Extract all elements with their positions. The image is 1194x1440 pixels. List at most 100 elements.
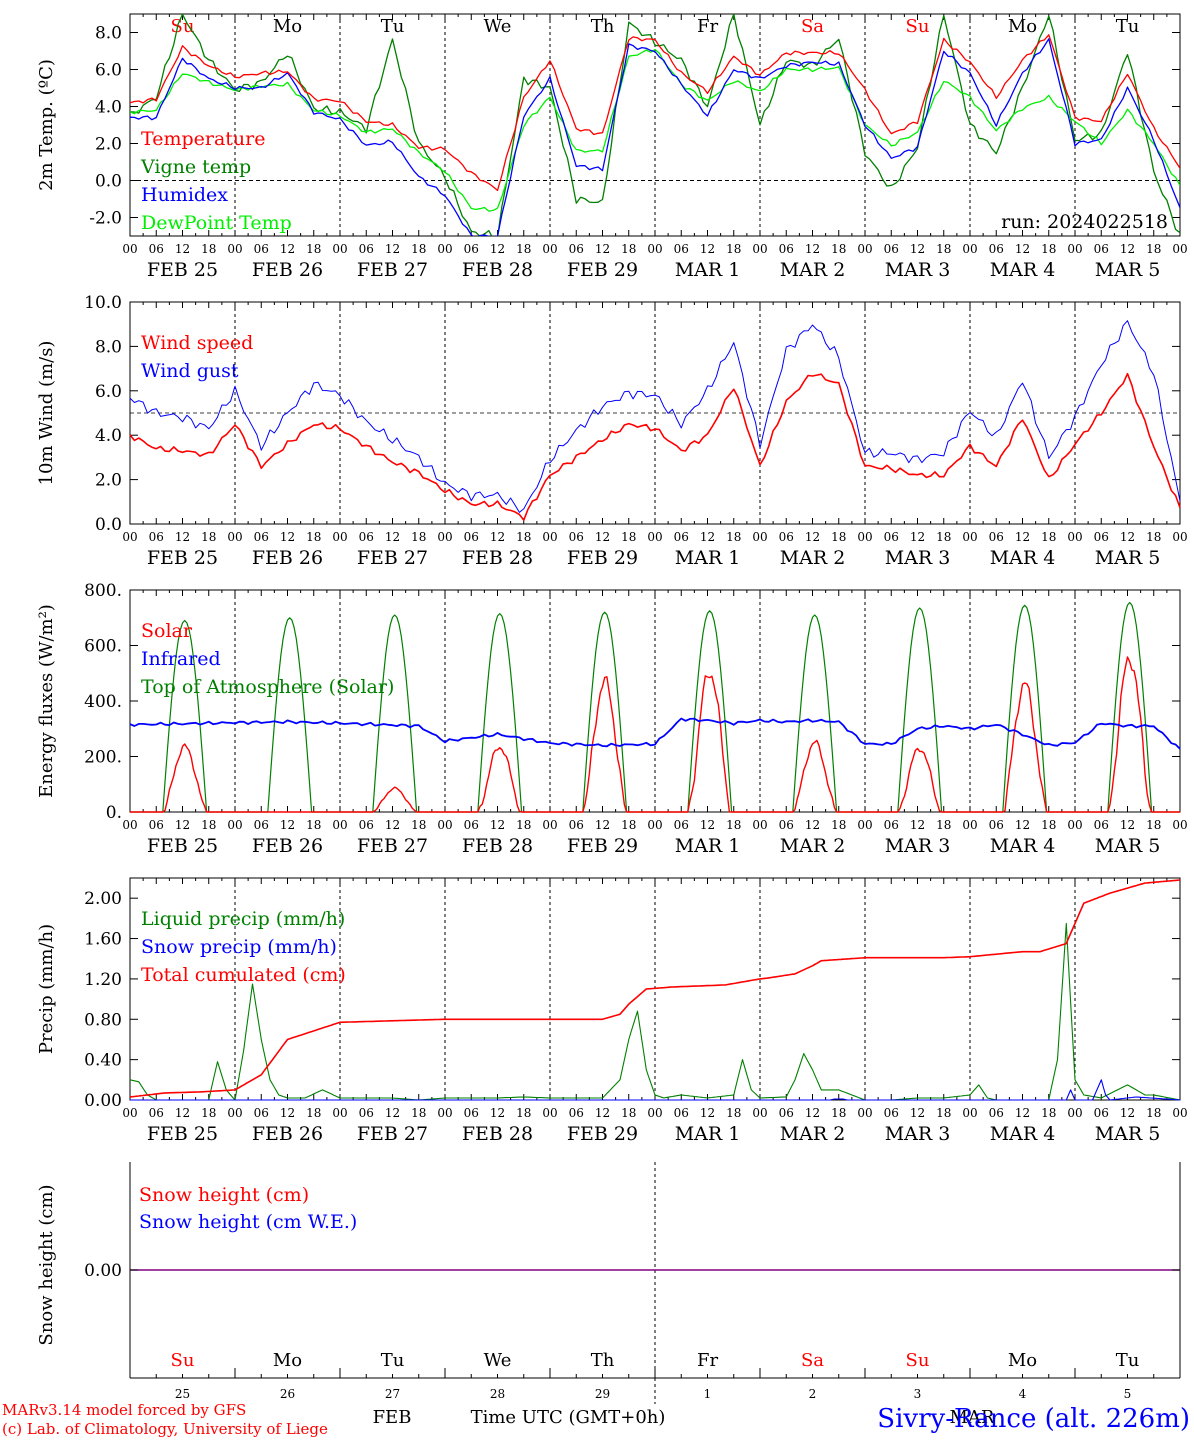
x-hour-label: 12 [280,818,295,832]
x-hour-label: 00 [542,242,557,256]
x-hour-label: 18 [1041,242,1056,256]
legend-entry: Top of Atmosphere (Solar) [141,676,394,698]
x-date-label: FEB 28 [462,547,533,569]
y-tick-label: 1.20 [84,970,122,990]
x-hour-label: 18 [411,242,426,256]
x-date-label: MAR 3 [885,259,951,281]
x-hour-label: 18 [411,1106,426,1120]
x-hour-label: 06 [884,818,899,832]
x-hour-label: 12 [1015,530,1030,544]
x-hour-label: 00 [437,1106,452,1120]
series-line-lime [130,48,1180,212]
x-hour-label: 18 [1146,1106,1161,1120]
x-hour-label: 06 [674,242,689,256]
x-hour-label: 06 [779,1106,794,1120]
x-hour-label: 06 [149,818,164,832]
x-date-label: FEB 29 [567,1123,638,1145]
x-date-label: FEB 29 [567,547,638,569]
x-hour-label: 18 [516,242,531,256]
x-hour-label: 00 [332,530,347,544]
x-date-label: FEB 28 [462,1123,533,1145]
day-name: Su [906,16,930,37]
y-axis-label: Precip (mm/h) [36,924,57,1054]
x-date-label: FEB 27 [357,835,428,857]
x-hour-label: 18 [621,818,636,832]
day-name: Su [906,1350,930,1371]
x-hour-label: 00 [647,530,662,544]
x-hour-label: 00 [647,818,662,832]
x-hour-label: 06 [884,242,899,256]
x-hour-label: 00 [1067,1106,1082,1120]
day-name: Tu [381,1350,405,1371]
x-hour-label: 00 [332,1106,347,1120]
x-date-label: MAR 4 [990,835,1056,857]
x-hour-label: 18 [621,1106,636,1120]
x-hour-label: 06 [1094,242,1109,256]
day-name: Fr [697,1350,718,1371]
x-date-label: MAR 5 [1095,547,1161,569]
footer: MARv3.14 model forced by GFS(c) Lab. of … [2,1401,1190,1438]
x-hour-label: 00 [122,818,137,832]
x-date-label: FEB 26 [252,547,323,569]
x-hour-label: 00 [227,818,242,832]
x-hour-label: 12 [490,818,505,832]
x-hour-label: 06 [464,818,479,832]
x-date-label: FEB 26 [252,835,323,857]
legend-entry: Solar [141,620,193,642]
series-line-solar [130,656,1180,813]
x-hour-label: 00 [1172,818,1187,832]
y-tick-label: 600. [84,637,122,657]
snow-panel: 0.00 Snow height (cm) Snow height (cm) Snow… [36,1162,1181,1404]
x-hour-label: 18 [516,818,531,832]
y-tick-label: 0.0 [95,515,122,535]
day-number: 1 [704,1387,712,1401]
x-hour-label: 18 [411,818,426,832]
x-hour-label: 06 [779,818,794,832]
x-hour-label: 00 [1067,530,1082,544]
series-line-blue [129,320,1181,513]
x-hour-label: 12 [700,242,715,256]
day-name: Th [591,1350,615,1371]
x-hour-label: 06 [149,1106,164,1120]
x-date-label: MAR 3 [885,547,951,569]
series-line-red [129,372,1181,521]
x-hour-label: 12 [910,242,925,256]
series-line-blue [130,1079,1181,1101]
day-name: Tu [381,16,405,37]
y-tick-label: 2.00 [84,889,122,909]
legend-entry: Temperature [141,128,265,150]
x-hour-label: 18 [516,530,531,544]
x-hour-label: 06 [674,818,689,832]
time-axis-label: Time UTC (GMT+0h) [471,1407,666,1428]
day-number: 26 [280,1387,295,1401]
x-hour-label: 00 [227,530,242,544]
x-hour-label: 00 [122,242,137,256]
x-hour-label: 18 [201,242,216,256]
x-hour-label: 00 [962,242,977,256]
x-hour-label: 18 [306,1106,321,1120]
day-name: Su [171,1350,195,1371]
x-hour-label: 18 [1041,530,1056,544]
x-hour-label: 12 [910,1106,925,1120]
x-hour-label: 12 [385,1106,400,1120]
x-hour-label: 12 [805,818,820,832]
day-number: 25 [175,1387,190,1401]
x-date-label: MAR 1 [675,835,741,857]
x-hour-label: 06 [1094,530,1109,544]
x-date-label: MAR 3 [885,835,951,857]
y-tick-label: 10.0 [84,293,122,313]
energy-flux-panel: 00 06 12 18 00 06 12 18 00 06 12 18 00 06 12 18 00 06 12 18… [36,581,1188,857]
day-number: 27 [385,1387,400,1401]
credit-line-model: MARv3.14 model forced by GFS [2,1401,246,1419]
day-name: Fr [697,16,718,37]
x-date-label: MAR 1 [675,259,741,281]
x-hour-label: 12 [595,242,610,256]
day-number: 29 [595,1387,610,1401]
x-date-label: FEB 25 [147,835,218,857]
day-name: Tu [1116,1350,1140,1371]
x-hour-label: 12 [1015,1106,1030,1120]
legend-entry: Wind speed [141,332,253,354]
x-hour-label: 06 [569,242,584,256]
x-date-label: FEB 25 [147,259,218,281]
y-tick-label: 6.0 [95,382,122,402]
